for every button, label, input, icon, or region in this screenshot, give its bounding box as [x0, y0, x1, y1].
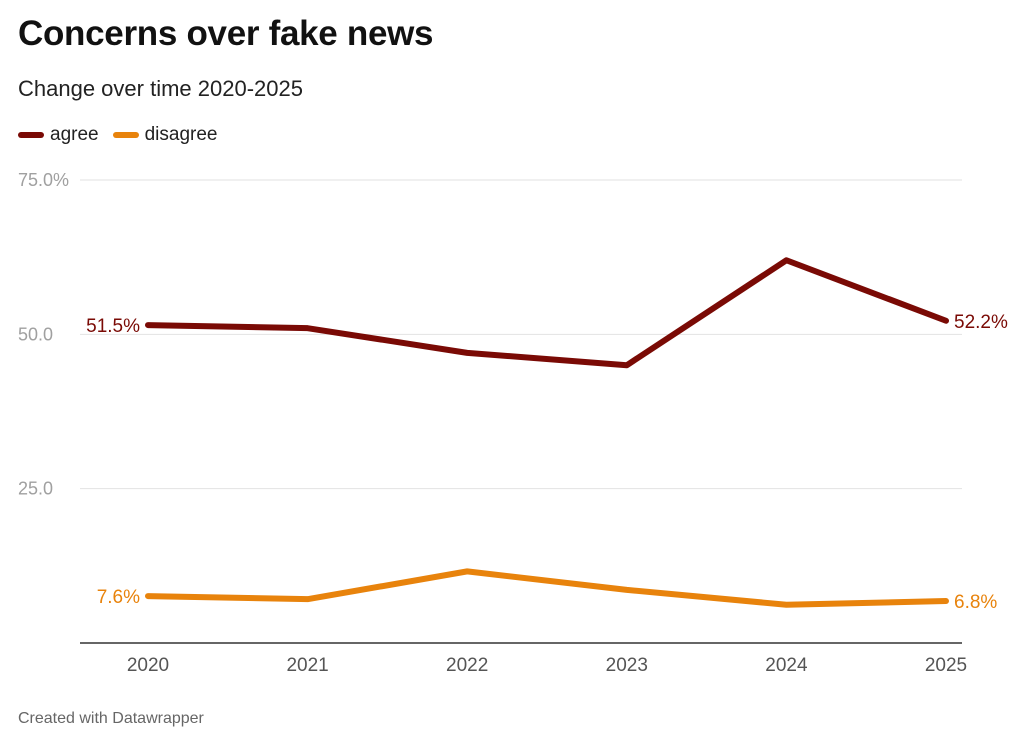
legend-item-agree: agree [18, 124, 99, 146]
x-tick-label-2025: 2025 [925, 655, 967, 676]
data-label-disagree-last: 6.8% [954, 592, 997, 613]
legend-label-agree: agree [50, 124, 99, 145]
legend-item-disagree: disagree [112, 124, 218, 146]
chart-title: Concerns over fake news [18, 14, 434, 53]
legend-swatch-disagree [112, 132, 139, 138]
x-tick-label-2023: 2023 [606, 655, 648, 676]
x-tick-label-2020: 2020 [127, 655, 169, 676]
footer-credit: Created with Datawrapper [18, 710, 204, 727]
legend: agree disagree [18, 124, 232, 146]
data-label-disagree-first: 7.6% [97, 587, 140, 608]
series-line-agree [145, 257, 949, 369]
data-label-agree-last: 52.2% [954, 312, 1008, 333]
x-tick-label-2021: 2021 [286, 655, 328, 676]
y-tick-label-2: 25.0 [18, 479, 53, 499]
data-label-agree-first: 51.5% [86, 316, 140, 337]
chart-subtitle: Change over time 2020-2025 [18, 76, 303, 101]
legend-label-disagree: disagree [144, 124, 218, 145]
series-line-disagree [145, 568, 949, 608]
y-tick-label-1: 50.0 [18, 324, 53, 344]
x-tick-label-2024: 2024 [765, 655, 808, 676]
x-tick-label-2022: 2022 [446, 655, 488, 676]
y-tick-label-0: 75.0% [18, 170, 69, 190]
legend-swatch-agree [18, 132, 44, 138]
